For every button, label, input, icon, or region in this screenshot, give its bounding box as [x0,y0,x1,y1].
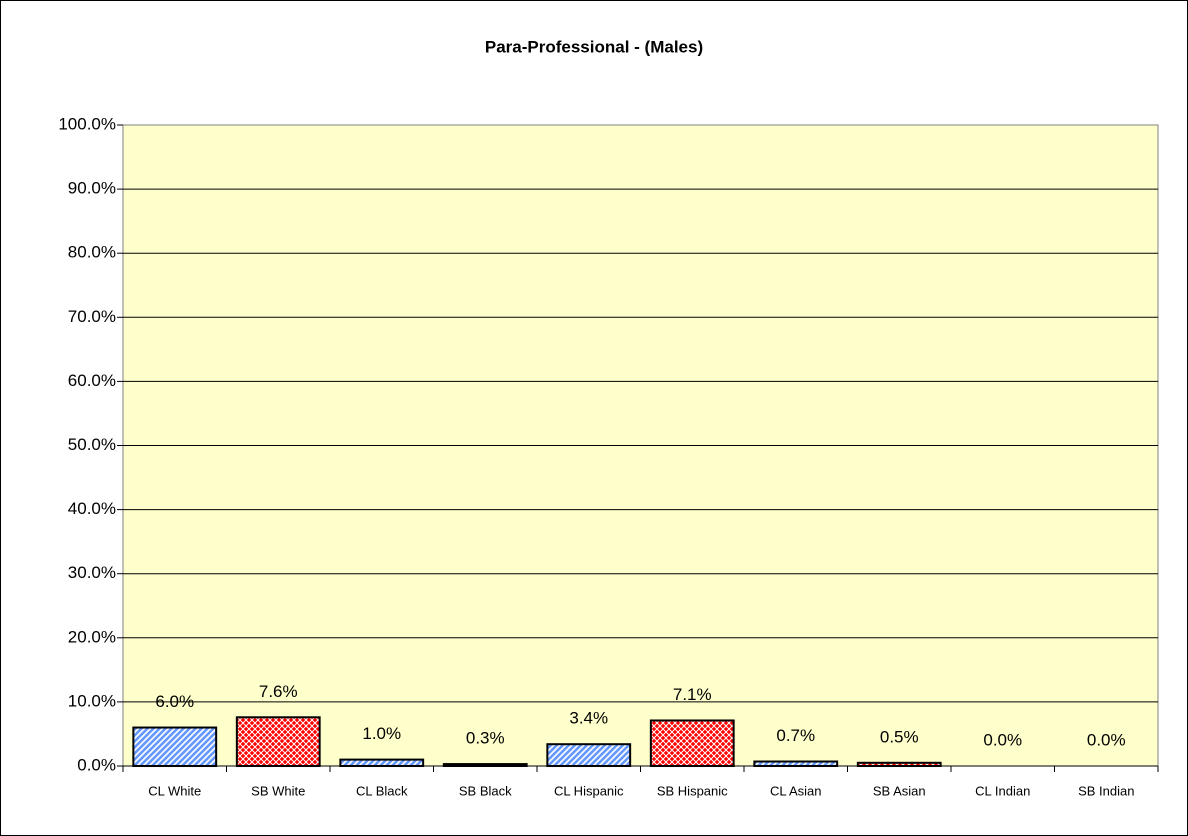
y-tick-label: 30.0% [68,563,116,582]
x-tick-label: CL White [148,783,201,798]
value-label: 3.4% [569,709,608,728]
bar [856,761,942,767]
value-label: 0.7% [776,726,815,745]
x-tick-label: SB Asian [873,783,926,798]
y-tick-label: 90.0% [68,179,116,198]
y-tick-label: 80.0% [68,243,116,262]
value-label: 6.0% [155,692,194,711]
value-label: 0.0% [983,730,1022,749]
value-label: 7.1% [673,685,712,704]
x-tick-label: SB Indian [1078,783,1134,798]
y-tick-label: 0.0% [77,755,116,774]
bar [339,758,425,768]
x-tick-label: SB Hispanic [657,783,728,798]
y-tick-label: 20.0% [68,627,116,646]
chart-title: Para-Professional - (Males) [485,37,703,56]
bar [442,763,528,768]
x-tick-label: CL Hispanic [554,783,624,798]
y-tick-label: 40.0% [68,499,116,518]
bar [649,719,735,768]
y-tick-label: 60.0% [68,371,116,390]
x-tick-label: CL Asian [770,783,822,798]
value-label: 0.0% [1087,730,1126,749]
value-label: 0.5% [880,727,919,746]
bar [546,743,632,767]
bar [132,726,218,767]
bar [753,760,839,768]
x-tick-label: SB Black [459,783,512,798]
y-tick-label: 10.0% [68,691,116,710]
y-tick-label: 50.0% [68,435,116,454]
value-label: 1.0% [362,724,401,743]
x-tick-label: CL Indian [975,783,1030,798]
bar [235,716,321,767]
x-tick-label: SB White [251,783,305,798]
y-tick-label: 100.0% [58,114,116,133]
y-tick-label: 70.0% [68,307,116,326]
x-tick-label: CL Black [356,783,408,798]
value-label: 7.6% [259,682,298,701]
value-label: 0.3% [466,729,505,748]
